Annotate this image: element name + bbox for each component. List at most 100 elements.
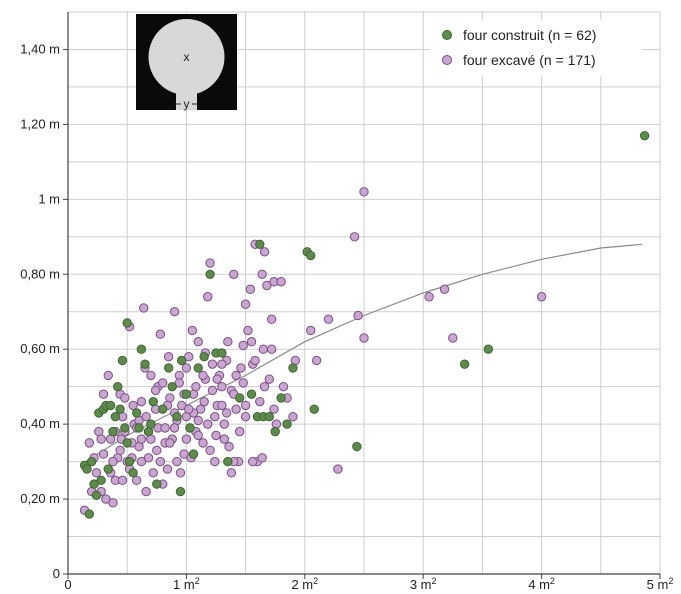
point-four-excave — [146, 370, 156, 381]
point-four-excave — [158, 378, 168, 388]
point-four-excave — [243, 325, 253, 336]
point-four-excave — [143, 453, 154, 463]
point-four-construit — [105, 400, 116, 411]
x-tick-label: 1 m2 — [173, 576, 200, 592]
point-four-excave — [217, 359, 227, 369]
point-four-excave — [131, 475, 142, 486]
point-four-construit — [217, 348, 227, 358]
point-four-excave — [250, 355, 260, 366]
point-four-excave — [278, 381, 289, 392]
point-four-construit — [459, 359, 470, 369]
point-four-excave — [162, 464, 173, 474]
point-four-construit — [172, 411, 182, 422]
point-four-construit — [246, 389, 257, 399]
point-four-excave — [276, 277, 286, 287]
point-four-excave — [439, 284, 450, 294]
point-four-excave — [210, 411, 220, 422]
point-four-excave — [349, 232, 360, 242]
point-four-excave — [211, 430, 221, 441]
point-four-excave — [246, 337, 257, 347]
point-four-excave — [139, 303, 149, 313]
point-four-construit — [96, 475, 106, 486]
point-four-construit — [175, 486, 186, 497]
point-four-excave — [179, 449, 189, 459]
point-four-construit — [124, 456, 135, 467]
point-four-excave — [266, 344, 277, 354]
point-four-excave — [311, 355, 322, 366]
y-tick-label: 1,20 m — [20, 116, 60, 131]
x-tick-label: 5 m2 — [647, 576, 674, 592]
point-four-excave — [245, 284, 256, 294]
point-four-excave — [240, 299, 251, 309]
point-four-excave — [424, 292, 434, 302]
point-four-excave — [238, 378, 248, 388]
point-four-excave — [259, 247, 270, 257]
point-four-construit — [223, 456, 233, 467]
point-four-construit — [134, 423, 144, 433]
point-four-excave — [155, 329, 166, 339]
y-tick-label: 0,40 m — [20, 416, 60, 431]
point-four-construit — [306, 250, 316, 261]
point-four-construit — [639, 130, 650, 141]
point-four-excave — [219, 434, 229, 444]
point-four-construit — [108, 426, 118, 437]
point-four-excave — [184, 404, 194, 414]
point-four-excave — [117, 475, 128, 486]
y-tick-label: 1 m — [38, 191, 60, 206]
point-four-excave — [359, 333, 369, 343]
point-four-excave — [115, 445, 125, 456]
point-four-excave — [174, 378, 184, 388]
point-four-construit — [103, 464, 113, 474]
point-four-excave — [175, 468, 186, 478]
point-four-construit — [140, 359, 150, 369]
y-tick-label: 0,80 m — [20, 266, 60, 281]
x-tick-label: 4 m2 — [528, 576, 555, 592]
point-four-excave — [359, 187, 369, 197]
point-four-excave — [199, 396, 209, 407]
point-four-excave — [150, 385, 161, 396]
point-four-construit — [122, 318, 132, 328]
point-four-excave — [226, 468, 237, 478]
point-four-construit — [91, 490, 102, 501]
inset-circle — [148, 19, 225, 95]
point-four-construit — [176, 355, 187, 366]
point-four-construit — [181, 389, 192, 399]
point-four-excave — [195, 404, 206, 414]
point-four-excave — [240, 400, 251, 411]
x-tick-label: 0 — [64, 577, 71, 592]
point-four-excave — [205, 258, 215, 268]
y-axis-tick-labels: 0 0,20 m 0,40 m 0,60 m 0,80 m 1 m 1,20 m 1,40 m — [20, 41, 60, 581]
point-four-excave — [264, 374, 274, 384]
point-four-excave — [231, 404, 241, 414]
point-four-excave — [210, 456, 220, 467]
point-four-excave — [141, 486, 151, 497]
point-four-excave — [96, 434, 106, 444]
inset-diagram: x y — [136, 14, 237, 111]
point-four-construit — [276, 393, 286, 403]
point-four-excave — [257, 453, 267, 463]
y-tick-label: 0 — [53, 566, 60, 581]
point-four-excave — [98, 389, 109, 399]
point-four-construit — [131, 408, 142, 418]
point-four-excave — [203, 419, 213, 429]
point-four-construit — [158, 404, 168, 414]
x-tick-label: 2 m2 — [291, 576, 318, 592]
point-four-construit — [288, 363, 298, 373]
point-four-excave — [187, 325, 198, 336]
point-four-excave — [219, 419, 229, 429]
point-four-construit — [148, 396, 158, 407]
point-four-construit — [146, 419, 156, 429]
point-four-excave — [262, 280, 272, 291]
point-four-excave — [198, 370, 208, 381]
inset-label-x: x — [184, 50, 190, 64]
point-four-construit — [255, 239, 265, 249]
point-four-excave — [98, 449, 109, 459]
x-axis-tick-labels: 0 1 m2 2 m2 3 m2 4 m2 5 m2 — [64, 576, 673, 592]
point-four-excave — [120, 393, 130, 403]
point-four-construit — [185, 423, 195, 433]
point-four-excave — [193, 430, 203, 441]
point-four-excave — [238, 340, 248, 351]
point-four-construit — [309, 404, 319, 414]
point-four-excave — [184, 351, 194, 362]
